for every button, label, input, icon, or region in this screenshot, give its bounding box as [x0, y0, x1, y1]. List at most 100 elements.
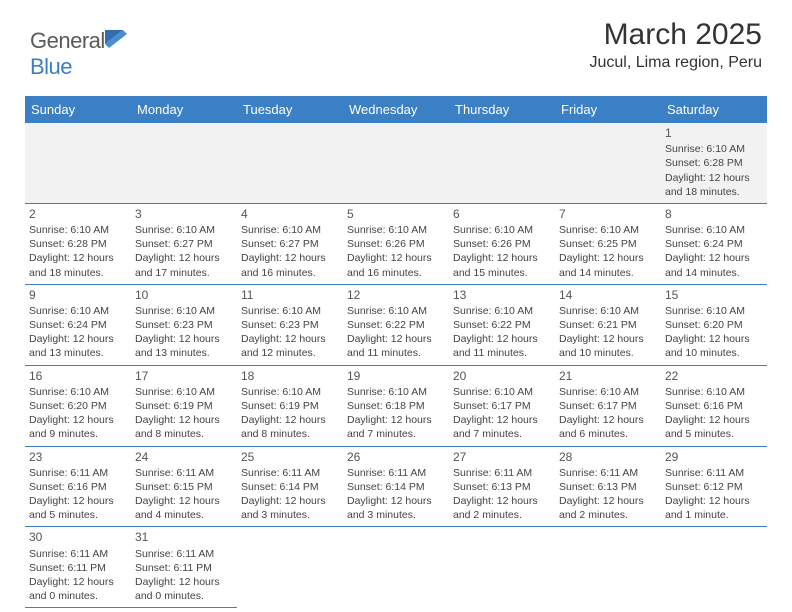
sunset-text: Sunset: 6:28 PM	[665, 156, 763, 170]
sunset-text: Sunset: 6:14 PM	[347, 480, 445, 494]
calendar-cell: 15Sunrise: 6:10 AMSunset: 6:20 PMDayligh…	[661, 284, 767, 365]
daylight-text-2: and 7 minutes.	[347, 427, 445, 441]
daylight-text-2: and 12 minutes.	[241, 346, 339, 360]
sunset-text: Sunset: 6:14 PM	[241, 480, 339, 494]
daylight-text-1: Daylight: 12 hours	[453, 251, 551, 265]
day-header: Saturday	[661, 96, 767, 123]
calendar-cell: 13Sunrise: 6:10 AMSunset: 6:22 PMDayligh…	[449, 284, 555, 365]
sunrise-text: Sunrise: 6:10 AM	[665, 385, 763, 399]
sunrise-text: Sunrise: 6:10 AM	[241, 385, 339, 399]
day-number: 25	[241, 449, 339, 465]
sunrise-text: Sunrise: 6:10 AM	[241, 304, 339, 318]
day-number: 1	[665, 125, 763, 141]
daylight-text-2: and 11 minutes.	[453, 346, 551, 360]
calendar-row: 1Sunrise: 6:10 AMSunset: 6:28 PMDaylight…	[25, 123, 767, 203]
calendar-row: 16Sunrise: 6:10 AMSunset: 6:20 PMDayligh…	[25, 365, 767, 446]
sunrise-text: Sunrise: 6:10 AM	[347, 223, 445, 237]
calendar-cell	[343, 527, 449, 608]
sunrise-text: Sunrise: 6:11 AM	[241, 466, 339, 480]
sunrise-text: Sunrise: 6:10 AM	[241, 223, 339, 237]
sunrise-text: Sunrise: 6:10 AM	[29, 304, 127, 318]
daylight-text-1: Daylight: 12 hours	[29, 251, 127, 265]
calendar-cell: 6Sunrise: 6:10 AMSunset: 6:26 PMDaylight…	[449, 203, 555, 284]
calendar-cell: 21Sunrise: 6:10 AMSunset: 6:17 PMDayligh…	[555, 365, 661, 446]
daylight-text-1: Daylight: 12 hours	[347, 413, 445, 427]
daylight-text-1: Daylight: 12 hours	[29, 332, 127, 346]
calendar-row: 9Sunrise: 6:10 AMSunset: 6:24 PMDaylight…	[25, 284, 767, 365]
daylight-text-2: and 17 minutes.	[135, 266, 233, 280]
day-number: 15	[665, 287, 763, 303]
daylight-text-1: Daylight: 12 hours	[453, 332, 551, 346]
sunrise-text: Sunrise: 6:10 AM	[135, 304, 233, 318]
daylight-text-2: and 13 minutes.	[135, 346, 233, 360]
calendar-cell: 30Sunrise: 6:11 AMSunset: 6:11 PMDayligh…	[25, 527, 131, 608]
logo-text-a: General	[30, 28, 105, 53]
day-number: 17	[135, 368, 233, 384]
calendar-cell: 18Sunrise: 6:10 AMSunset: 6:19 PMDayligh…	[237, 365, 343, 446]
daylight-text-2: and 3 minutes.	[241, 508, 339, 522]
sunrise-text: Sunrise: 6:10 AM	[665, 304, 763, 318]
calendar-cell: 14Sunrise: 6:10 AMSunset: 6:21 PMDayligh…	[555, 284, 661, 365]
day-number: 18	[241, 368, 339, 384]
daylight-text-1: Daylight: 12 hours	[559, 494, 657, 508]
daylight-text-2: and 9 minutes.	[29, 427, 127, 441]
calendar-cell: 8Sunrise: 6:10 AMSunset: 6:24 PMDaylight…	[661, 203, 767, 284]
sunset-text: Sunset: 6:11 PM	[29, 561, 127, 575]
calendar-cell: 17Sunrise: 6:10 AMSunset: 6:19 PMDayligh…	[131, 365, 237, 446]
calendar-cell: 10Sunrise: 6:10 AMSunset: 6:23 PMDayligh…	[131, 284, 237, 365]
sunset-text: Sunset: 6:20 PM	[665, 318, 763, 332]
daylight-text-1: Daylight: 12 hours	[29, 494, 127, 508]
flag-icon	[105, 28, 127, 54]
day-header: Thursday	[449, 96, 555, 123]
sunset-text: Sunset: 6:12 PM	[665, 480, 763, 494]
calendar-cell	[449, 123, 555, 203]
sunrise-text: Sunrise: 6:10 AM	[665, 142, 763, 156]
calendar-cell: 19Sunrise: 6:10 AMSunset: 6:18 PMDayligh…	[343, 365, 449, 446]
daylight-text-1: Daylight: 12 hours	[241, 251, 339, 265]
calendar-cell: 27Sunrise: 6:11 AMSunset: 6:13 PMDayligh…	[449, 446, 555, 527]
sunrise-text: Sunrise: 6:10 AM	[559, 223, 657, 237]
daylight-text-2: and 13 minutes.	[29, 346, 127, 360]
sunrise-text: Sunrise: 6:11 AM	[665, 466, 763, 480]
sunset-text: Sunset: 6:20 PM	[29, 399, 127, 413]
daylight-text-1: Daylight: 12 hours	[29, 413, 127, 427]
sunset-text: Sunset: 6:23 PM	[135, 318, 233, 332]
calendar-cell: 16Sunrise: 6:10 AMSunset: 6:20 PMDayligh…	[25, 365, 131, 446]
daylight-text-2: and 16 minutes.	[347, 266, 445, 280]
daylight-text-2: and 0 minutes.	[135, 589, 233, 603]
sunrise-text: Sunrise: 6:11 AM	[347, 466, 445, 480]
daylight-text-1: Daylight: 12 hours	[453, 413, 551, 427]
sunrise-text: Sunrise: 6:11 AM	[29, 547, 127, 561]
day-number: 30	[29, 529, 127, 545]
daylight-text-1: Daylight: 12 hours	[135, 251, 233, 265]
calendar-cell	[237, 123, 343, 203]
day-number: 8	[665, 206, 763, 222]
sunset-text: Sunset: 6:28 PM	[29, 237, 127, 251]
daylight-text-1: Daylight: 12 hours	[453, 494, 551, 508]
daylight-text-1: Daylight: 12 hours	[135, 332, 233, 346]
day-number: 24	[135, 449, 233, 465]
daylight-text-1: Daylight: 12 hours	[135, 494, 233, 508]
sunset-text: Sunset: 6:19 PM	[135, 399, 233, 413]
day-number: 14	[559, 287, 657, 303]
daylight-text-2: and 15 minutes.	[453, 266, 551, 280]
location-text: Jucul, Lima region, Peru	[589, 54, 762, 72]
calendar-cell: 2Sunrise: 6:10 AMSunset: 6:28 PMDaylight…	[25, 203, 131, 284]
day-header: Friday	[555, 96, 661, 123]
calendar-row: 23Sunrise: 6:11 AMSunset: 6:16 PMDayligh…	[25, 446, 767, 527]
sunrise-text: Sunrise: 6:11 AM	[453, 466, 551, 480]
day-header: Tuesday	[237, 96, 343, 123]
logo-text: GeneralBlue	[30, 28, 127, 80]
sunset-text: Sunset: 6:17 PM	[559, 399, 657, 413]
daylight-text-1: Daylight: 12 hours	[241, 413, 339, 427]
calendar-cell	[25, 123, 131, 203]
daylight-text-2: and 0 minutes.	[29, 589, 127, 603]
calendar-cell: 22Sunrise: 6:10 AMSunset: 6:16 PMDayligh…	[661, 365, 767, 446]
logo-text-b: Blue	[30, 54, 72, 79]
daylight-text-2: and 8 minutes.	[135, 427, 233, 441]
day-number: 28	[559, 449, 657, 465]
sunrise-text: Sunrise: 6:10 AM	[347, 385, 445, 399]
sunrise-text: Sunrise: 6:10 AM	[347, 304, 445, 318]
daylight-text-2: and 3 minutes.	[347, 508, 445, 522]
daylight-text-1: Daylight: 12 hours	[347, 494, 445, 508]
